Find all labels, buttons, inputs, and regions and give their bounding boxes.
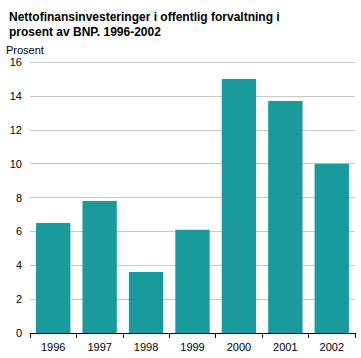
svg-text:Prosent: Prosent — [6, 44, 44, 56]
svg-text:4: 4 — [16, 259, 22, 271]
svg-text:1998: 1998 — [134, 341, 158, 353]
svg-text:6: 6 — [16, 225, 22, 237]
svg-text:Nettofinansinvesteringer i off: Nettofinansinvesteringer i offentlig for… — [9, 10, 280, 24]
svg-text:1997: 1997 — [87, 341, 111, 353]
svg-text:8: 8 — [16, 192, 22, 204]
svg-text:16: 16 — [10, 56, 22, 68]
svg-text:2000: 2000 — [227, 341, 251, 353]
svg-text:2002: 2002 — [320, 341, 344, 353]
svg-text:2: 2 — [16, 293, 22, 305]
svg-text:1999: 1999 — [180, 341, 204, 353]
svg-text:12: 12 — [10, 124, 22, 136]
svg-text:14: 14 — [10, 90, 22, 102]
svg-text:prosent av BNP. 1996-2002: prosent av BNP. 1996-2002 — [9, 25, 161, 39]
svg-text:2001: 2001 — [273, 341, 297, 353]
svg-text:1996: 1996 — [41, 341, 65, 353]
svg-text:10: 10 — [10, 158, 22, 170]
svg-text:0: 0 — [16, 327, 22, 339]
